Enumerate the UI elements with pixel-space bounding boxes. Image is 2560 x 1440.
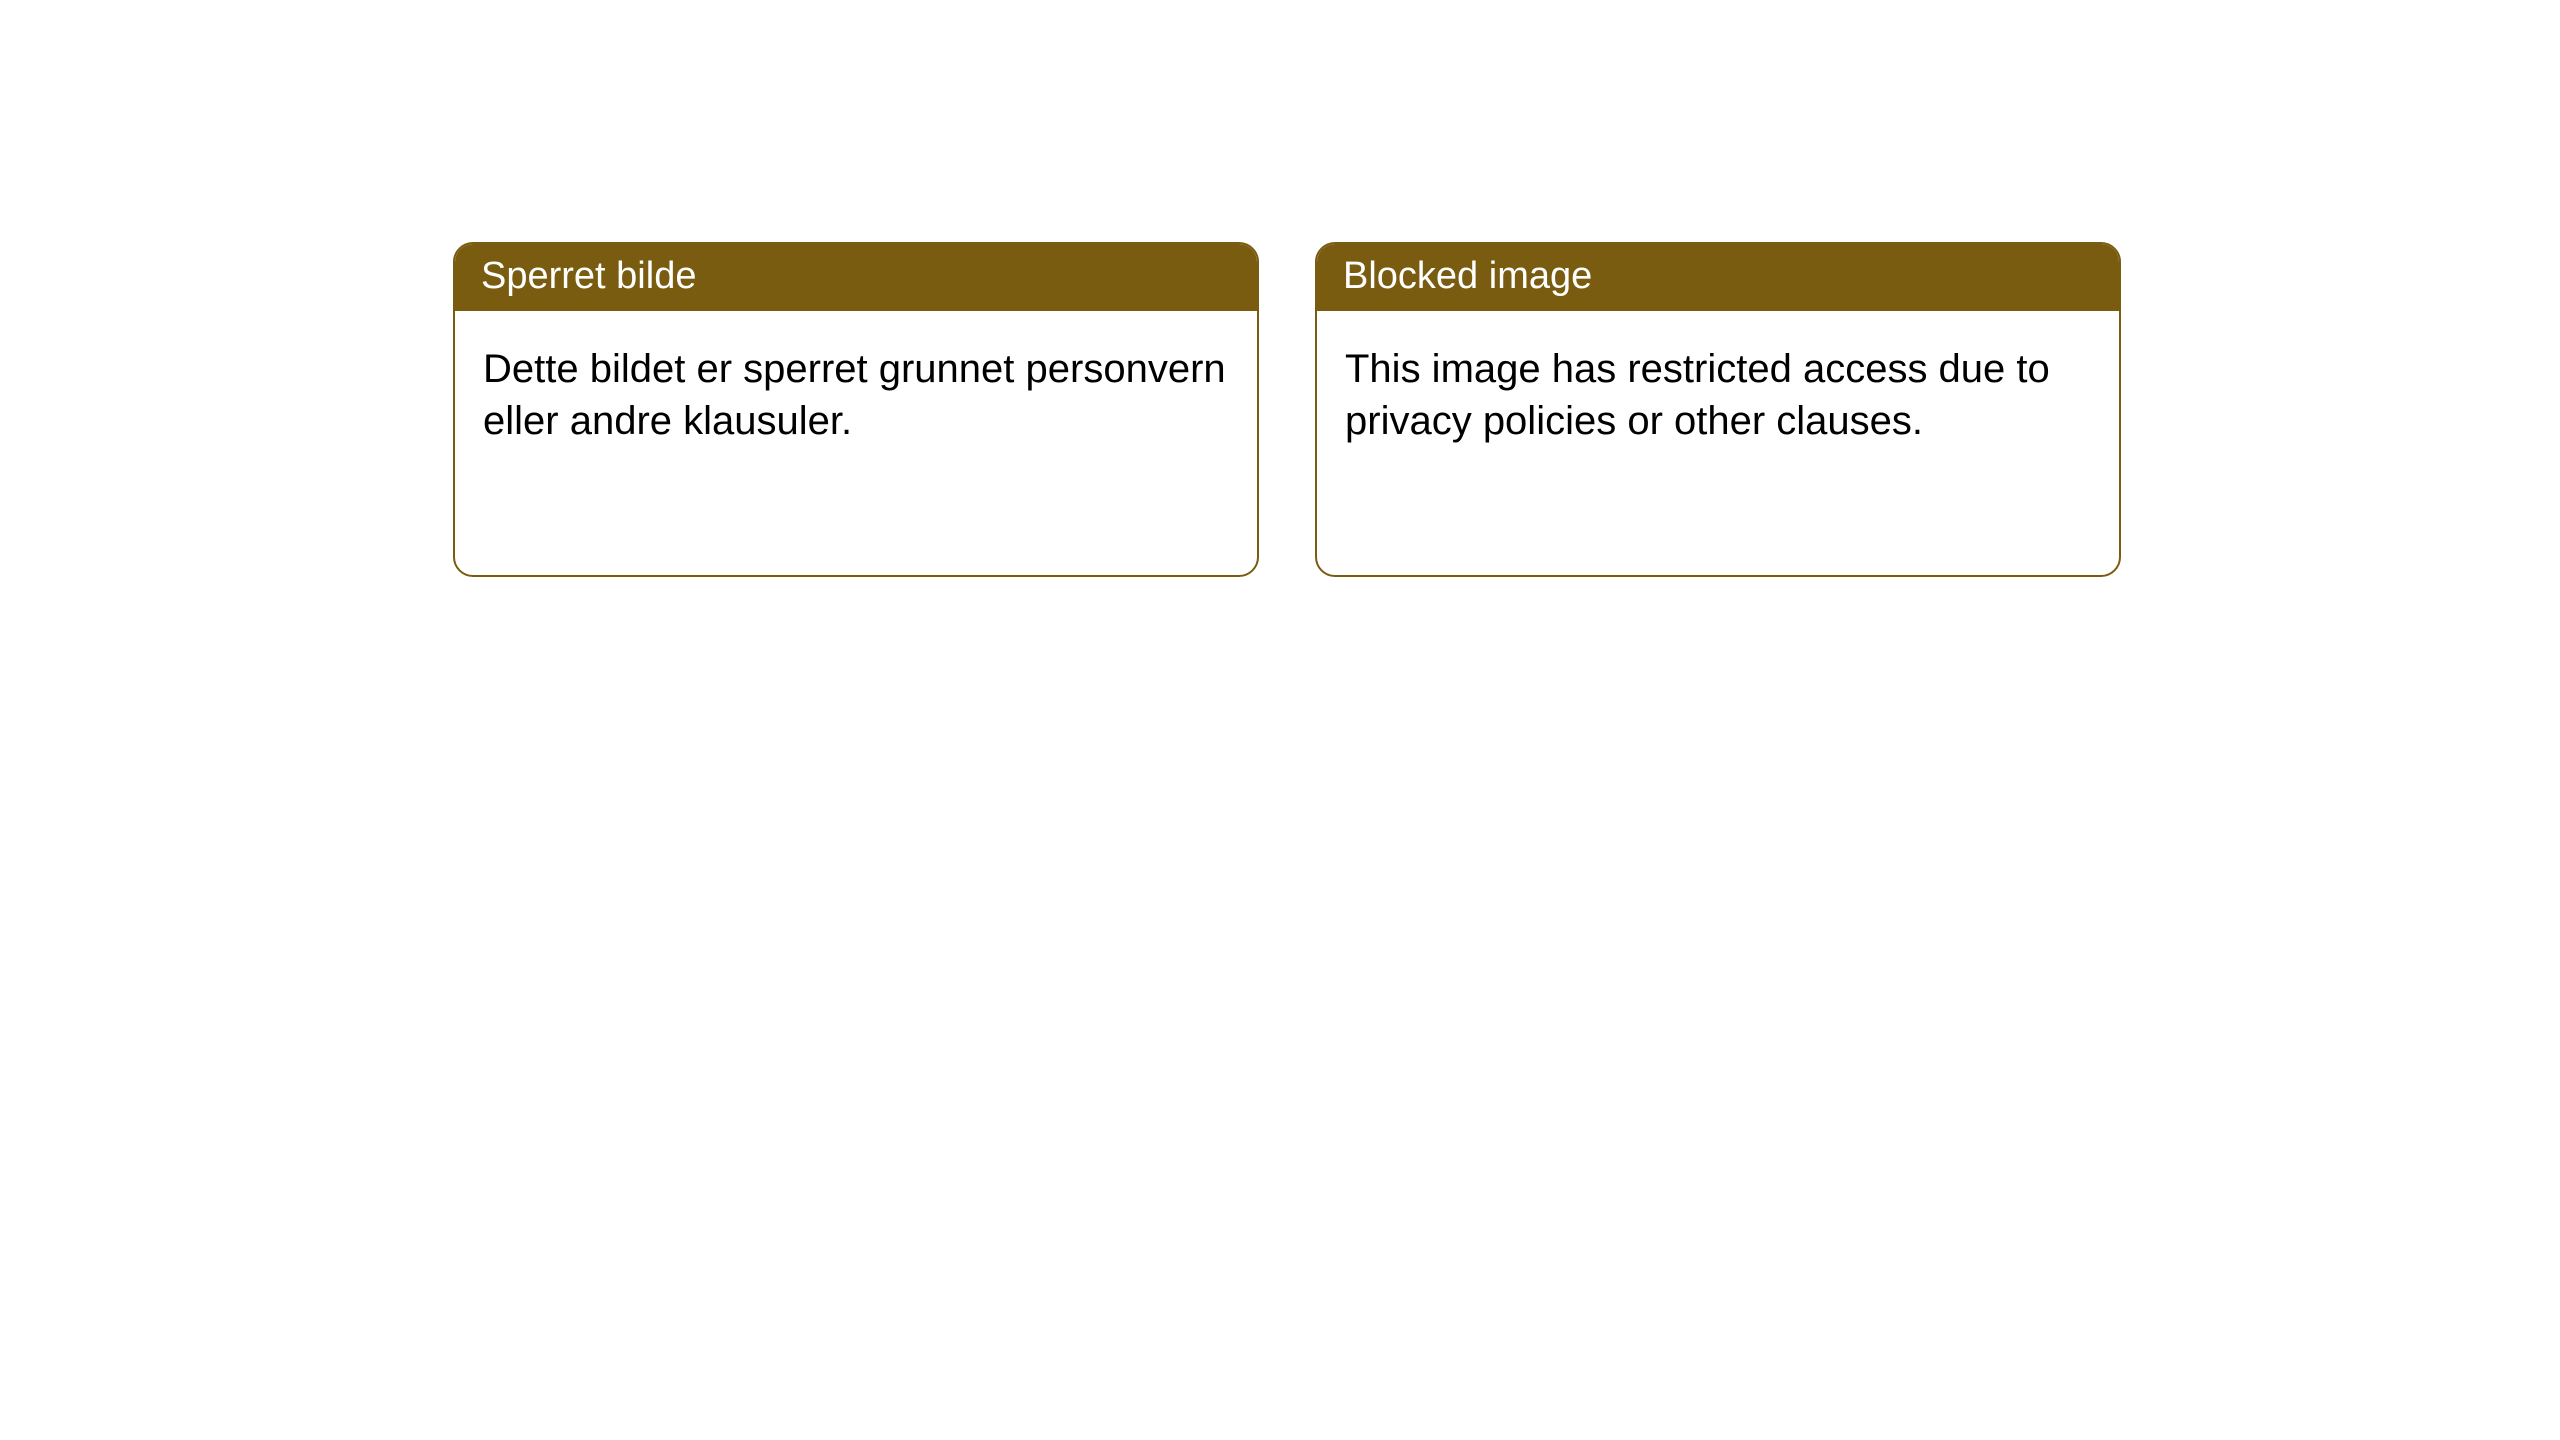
notice-card-norwegian: Sperret bilde Dette bildet er sperret gr… <box>453 242 1259 577</box>
notice-card-english: Blocked image This image has restricted … <box>1315 242 2121 577</box>
notice-body: Dette bildet er sperret grunnet personve… <box>455 311 1257 479</box>
notice-body: This image has restricted access due to … <box>1317 311 2119 479</box>
notice-header: Sperret bilde <box>455 244 1257 311</box>
notice-header: Blocked image <box>1317 244 2119 311</box>
notice-container: Sperret bilde Dette bildet er sperret gr… <box>0 0 2560 577</box>
